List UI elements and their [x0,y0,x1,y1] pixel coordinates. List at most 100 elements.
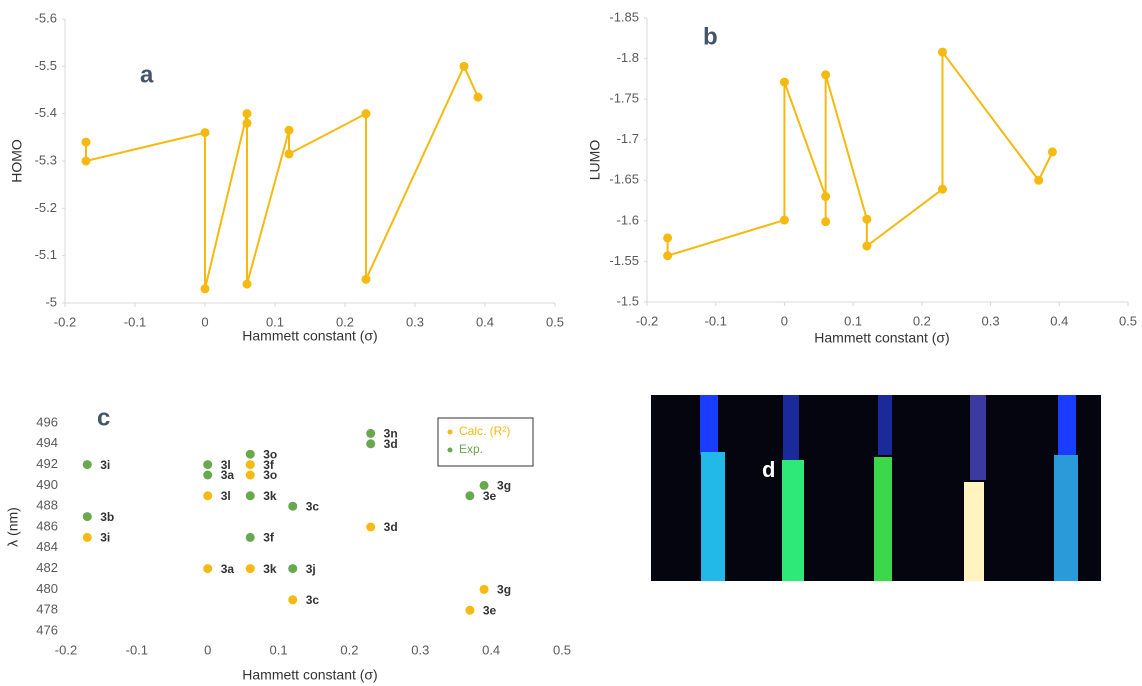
x-tick-label: 0.4 [476,314,494,329]
data-label: 3l [221,458,231,472]
data-label: 3b [100,510,114,524]
x-tick-label: 0.1 [266,314,284,329]
x-tick-label: 0.1 [844,313,862,328]
x-tick-label: 0 [781,313,788,328]
data-point [245,449,255,459]
x-tick-label: 0.5 [553,642,571,657]
data-point [245,491,255,501]
data-point [288,595,298,605]
data-point [465,605,475,615]
photo: d [651,395,1101,581]
x-axis-title: Hammett constant (σ) [814,330,949,346]
data-point [663,251,673,261]
x-tick-label: 0.2 [913,313,931,328]
data-point [242,118,252,128]
y-tick-label: 496 [36,414,58,429]
data-point [284,149,294,159]
data-point [361,274,371,284]
legend-marker [447,429,453,435]
data-point [242,279,252,289]
y-tick-label: 476 [36,622,58,637]
data-label: 3n [384,427,398,441]
x-tick-label: -0.1 [705,313,727,328]
y-tick-label: 494 [36,435,58,450]
y-tick-label: 488 [36,498,58,513]
x-tick-label: 0.4 [482,642,500,657]
data-point [245,460,255,470]
legend-label: Exp. [459,442,483,456]
data-label: 3f [263,531,275,545]
data-label: 3k [263,562,277,576]
x-tick-label: 0.1 [270,642,288,657]
y-tick-label: -5.5 [35,58,57,73]
data-label: 3d [384,520,398,534]
data-point [288,501,298,511]
x-tick-label: 0.5 [1119,313,1137,328]
data-point [82,512,92,522]
data-label: 3e [483,603,497,617]
data-label: 3k [263,489,277,503]
data-point [288,564,298,574]
data-point [245,470,255,480]
data-point [937,47,947,57]
x-tick-label: 0.3 [411,642,429,657]
data-point [200,284,210,294]
data-label: 3a [221,562,235,576]
data-point [821,70,831,80]
data-point [1034,175,1044,185]
data-point [284,125,294,135]
data-point [862,241,872,251]
y-tick-label: -1.85 [609,9,639,24]
panel-label: a [140,61,154,88]
chart-panel: b Hammett constant (σ) LUMO -1.85 -1.8 -1.75 -… [587,9,1137,345]
data-point [82,532,92,542]
y-tick-label: -5.6 [35,10,57,25]
data-label: 3j [306,562,316,576]
x-tick-label: 0.4 [1050,313,1068,328]
x-tick-label: 0.3 [406,314,424,329]
data-point [366,522,376,532]
y-tick-label: -1.5 [617,293,639,308]
data-label: 3l [221,489,231,503]
x-tick-label: 0.2 [340,642,358,657]
data-line [85,63,479,290]
data-label: 3i [100,458,110,472]
legend-label: Calc. (R²) [459,424,510,438]
x-tick-label: 0.2 [336,314,354,329]
data-point [203,460,213,470]
y-tick-label: -1.8 [617,50,639,65]
y-tick-label: -5.2 [35,200,57,215]
data-point [821,217,831,227]
panel-label: c [97,404,110,431]
y-tick-label: 492 [36,456,58,471]
x-tick-label: -0.2 [54,314,76,329]
data-label: 3e [483,489,497,503]
panel-label: b [703,23,718,50]
data-point [862,214,872,224]
data-label: 3c [306,593,320,607]
data-label: 3o [263,468,277,482]
data-label: 3o [263,447,277,461]
data-point [200,128,210,138]
data-point [82,460,92,470]
data-point [937,184,947,194]
y-tick-label: -5.4 [35,105,57,120]
y-tick-label: -1.7 [617,131,639,146]
x-tick-label: -0.2 [636,313,658,328]
panel-label: d [762,457,775,482]
data-label: 3c [306,499,320,513]
data-point [366,428,376,438]
data-point [81,137,91,147]
y-tick-label: -5 [45,294,57,309]
data-point [242,109,252,119]
chart-panel: c Hammett constant (σ) λ (nm) 476 478 480 482 4… [5,404,571,682]
data-point [779,77,789,87]
x-axis-title: Hammett constant (σ) [242,667,377,683]
data-point [245,532,255,542]
x-tick-label: 0.3 [982,313,1000,328]
data-point [465,491,475,501]
x-tick-label: -0.2 [55,642,77,657]
y-tick-label: 482 [36,560,58,575]
x-tick-label: -0.1 [126,642,148,657]
